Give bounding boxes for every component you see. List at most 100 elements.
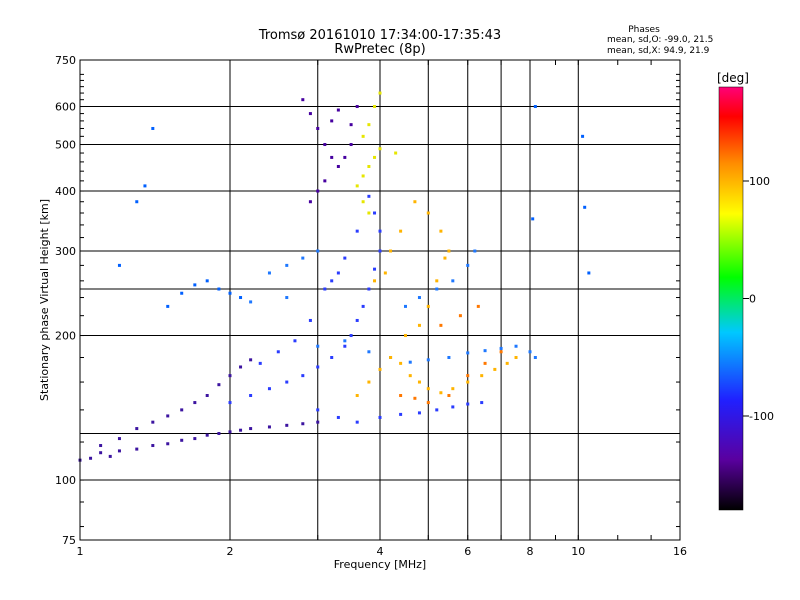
data-point	[383, 271, 387, 275]
data-point	[249, 358, 253, 362]
y-tick-label: 400	[55, 185, 76, 198]
data-point	[301, 374, 305, 378]
data-point	[413, 200, 417, 204]
x-axis-label: Frequency [MHz]	[334, 558, 426, 571]
data-point	[336, 271, 340, 275]
data-point	[367, 194, 371, 198]
data-point	[308, 200, 312, 204]
data-point	[316, 344, 320, 348]
data-point	[193, 401, 197, 405]
data-point	[439, 391, 443, 395]
data-point	[403, 334, 407, 338]
data-point	[135, 447, 139, 451]
data-point	[378, 229, 382, 233]
data-point	[166, 442, 170, 446]
data-point	[378, 147, 382, 151]
data-point	[373, 105, 377, 109]
data-point	[399, 394, 403, 398]
y-tick-label: 100	[55, 474, 76, 487]
data-point	[483, 349, 487, 353]
data-point	[361, 134, 365, 138]
data-point	[514, 355, 518, 359]
data-point	[193, 283, 197, 287]
data-point	[343, 155, 347, 159]
data-point	[367, 287, 371, 291]
data-point	[451, 279, 455, 283]
data-point	[373, 267, 377, 271]
x-tick-labels: 1 2 4 6 8 10 16	[77, 545, 688, 558]
data-point	[378, 91, 382, 95]
data-point	[239, 296, 243, 300]
x-tick-label: 10	[571, 545, 585, 558]
data-point	[205, 279, 209, 283]
data-point	[276, 350, 280, 354]
colorbar-tick-label: -100	[749, 410, 774, 423]
data-point	[361, 304, 365, 308]
data-point	[493, 367, 497, 371]
data-point	[533, 105, 537, 109]
data-point	[367, 211, 371, 215]
data-point	[308, 318, 312, 322]
data-point	[285, 296, 289, 300]
data-point	[316, 408, 320, 412]
data-point	[285, 263, 289, 267]
data-point	[426, 304, 430, 308]
data-point	[301, 422, 305, 426]
data-point	[228, 291, 232, 295]
data-point	[466, 380, 470, 384]
data-point	[587, 271, 591, 275]
data-point	[499, 346, 503, 350]
data-point	[426, 401, 430, 405]
data-point	[228, 401, 232, 405]
data-point	[473, 249, 477, 253]
data-point	[466, 351, 470, 355]
axis-ticks	[79, 60, 681, 540]
data-point	[205, 394, 209, 398]
colorbar-label: [deg]	[717, 71, 749, 85]
data-point	[316, 420, 320, 424]
data-point	[330, 355, 334, 359]
data-point	[108, 454, 112, 458]
data-point	[408, 374, 412, 378]
x-tick-label: 8	[527, 545, 534, 558]
data-point	[166, 414, 170, 418]
chart-title: Tromsø 20161010 17:34:00-17:35:43	[258, 28, 501, 43]
data-point	[249, 394, 253, 398]
colorbar	[718, 86, 744, 511]
data-point	[378, 249, 382, 253]
y-tick-label: 600	[55, 101, 76, 114]
data-point	[399, 412, 403, 416]
data-point	[180, 438, 184, 442]
data-point	[217, 432, 221, 436]
data-point	[367, 123, 371, 127]
data-point	[205, 433, 209, 437]
data-point	[151, 444, 155, 448]
data-point	[417, 323, 421, 327]
data-point	[143, 184, 147, 188]
data-point	[458, 314, 462, 318]
data-point	[389, 249, 393, 253]
data-point	[417, 411, 421, 415]
x-tick-label: 2	[227, 545, 234, 558]
data-point	[343, 339, 347, 343]
data-point	[135, 200, 139, 204]
stats-heading: Phases	[628, 25, 660, 35]
chart-subtitle: RwPretec (8p)	[334, 42, 425, 57]
data-point	[166, 304, 170, 308]
data-point	[378, 367, 382, 371]
data-point	[417, 296, 421, 300]
data-point	[447, 394, 451, 398]
data-point	[499, 350, 503, 354]
data-point	[417, 380, 421, 384]
data-point	[267, 271, 271, 275]
data-point	[343, 256, 347, 260]
stats-o-mode: mean, sd,O: -99.0, 21.5	[607, 35, 713, 45]
data-point	[267, 387, 271, 391]
data-point	[217, 287, 221, 291]
data-point	[258, 361, 262, 365]
data-point	[435, 279, 439, 283]
data-point	[413, 396, 417, 400]
data-point	[151, 126, 155, 130]
data-point	[180, 408, 184, 412]
grid	[80, 60, 680, 540]
